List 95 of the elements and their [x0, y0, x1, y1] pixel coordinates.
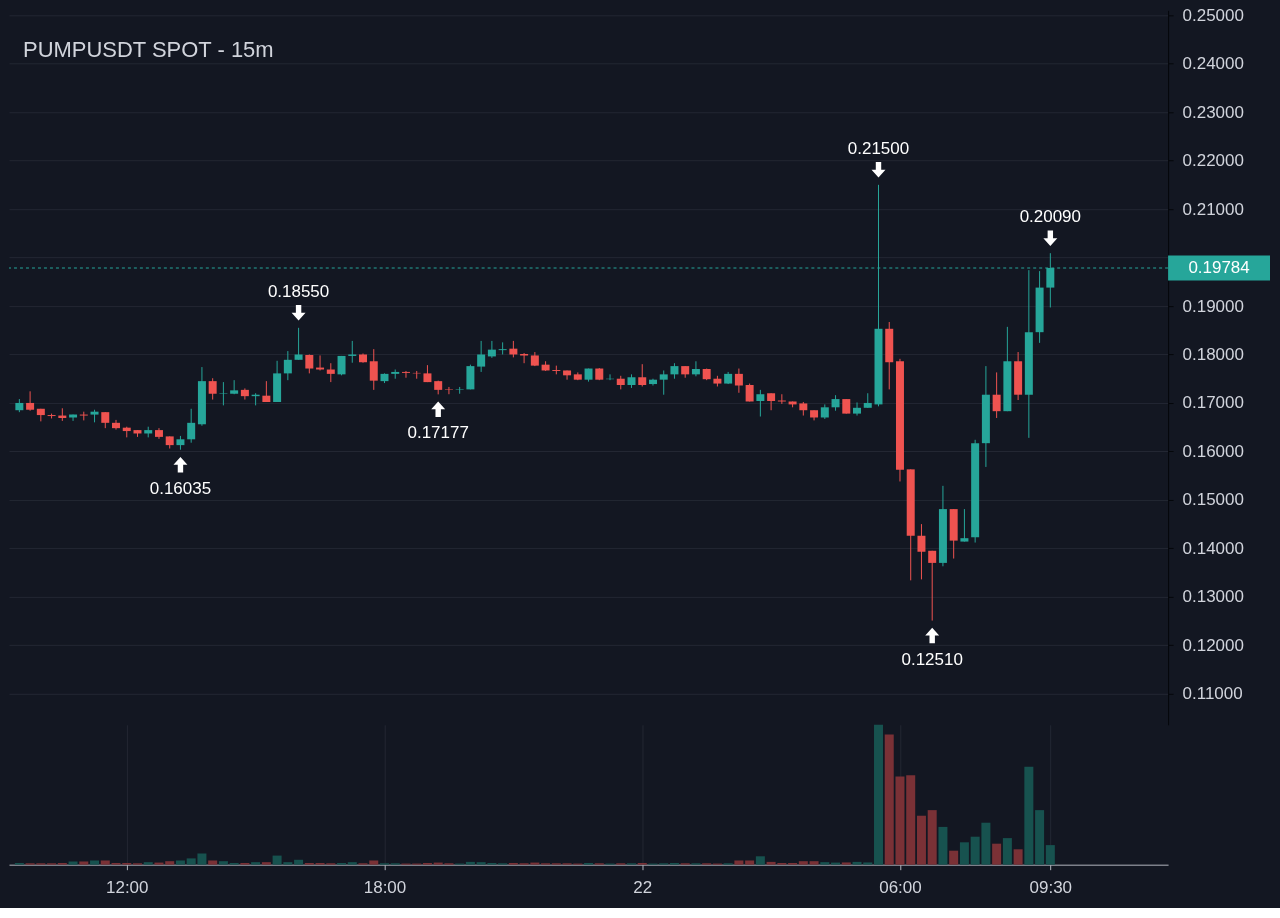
- candlestick: [992, 371, 1001, 419]
- candlestick: [240, 387, 249, 401]
- bar: [874, 724, 883, 865]
- bar: [841, 862, 851, 865]
- candlestick: [401, 370, 410, 379]
- ref-line-label: 0.19784: [1188, 258, 1250, 278]
- candlestick: [294, 327, 303, 361]
- bar: [1024, 766, 1034, 865]
- candlestick: [316, 354, 325, 371]
- y-tick-label: 0.22000: [1182, 151, 1244, 171]
- bar: [820, 862, 830, 865]
- bar: [1035, 810, 1045, 865]
- annotation: 0.21500: [847, 138, 910, 158]
- candlestick: [466, 364, 475, 390]
- bar: [465, 861, 475, 865]
- bar: [916, 815, 926, 865]
- bar: [347, 862, 357, 865]
- candlestick: [734, 368, 743, 394]
- candlestick: [756, 389, 765, 418]
- x-tick-label: 22: [633, 878, 653, 898]
- x-tick-label: 09:30: [1029, 878, 1073, 898]
- bar: [90, 860, 100, 865]
- x-tick-label: 06:00: [879, 878, 922, 898]
- y-tick-label: 0.21000: [1182, 199, 1244, 219]
- bar: [1013, 849, 1023, 865]
- y-tick-label: 0.23000: [1182, 102, 1244, 122]
- annotation: 0.17177: [407, 423, 469, 443]
- bar: [809, 861, 819, 865]
- y-tick-label: 0.19000: [1182, 296, 1244, 316]
- x-tick-label: 12:00: [106, 878, 149, 898]
- candlestick: [767, 392, 776, 411]
- bar: [938, 826, 948, 865]
- y-tick-label: 0.11000: [1182, 684, 1243, 704]
- candlestick: [112, 419, 121, 431]
- candlestick: [563, 369, 572, 381]
- candlestick: [369, 348, 378, 391]
- bar: [261, 862, 271, 865]
- candlestick: [230, 379, 239, 395]
- bar: [208, 860, 218, 865]
- bar: [175, 860, 185, 865]
- candlestick: [326, 362, 335, 383]
- candlestick: [219, 381, 228, 406]
- y-tick-label: 0.15000: [1182, 490, 1244, 510]
- text: PUMPUSDT SPOT - 15m: [22, 37, 274, 63]
- y-tick-label: 0.25000: [1182, 5, 1244, 25]
- bar: [992, 843, 1002, 865]
- y-tick-label: 0.12000: [1182, 635, 1244, 655]
- bar: [831, 862, 841, 865]
- candlestick: [283, 350, 292, 381]
- y-tick-label: 0.18000: [1182, 344, 1244, 364]
- candlestick: [208, 377, 217, 401]
- candlestick: [498, 341, 507, 355]
- candlestick: [444, 386, 453, 395]
- candlestick: [187, 408, 196, 444]
- candlestick: [853, 401, 862, 417]
- x-tick-label: 18:00: [363, 878, 407, 898]
- bar: [143, 862, 153, 865]
- candlestick: [928, 550, 937, 622]
- bar: [79, 861, 89, 865]
- bar: [959, 842, 969, 865]
- y-tick-label: 0.16000: [1182, 441, 1244, 461]
- candlestick: [917, 523, 926, 580]
- bar: [68, 861, 78, 865]
- bar: [1002, 838, 1012, 865]
- annotation: 0.12510: [901, 649, 963, 669]
- bar: [100, 860, 110, 865]
- bar: [906, 775, 916, 865]
- bar: [218, 861, 228, 865]
- candlestick: [348, 340, 357, 364]
- bar: [755, 856, 765, 865]
- bar: [927, 810, 937, 865]
- bar: [949, 850, 959, 865]
- candlestick: [477, 340, 486, 373]
- candlestick: [26, 390, 35, 412]
- y-tick-label: 0.14000: [1182, 538, 1244, 558]
- y-tick-label: 0.17000: [1182, 393, 1244, 413]
- candlestick: [659, 369, 668, 396]
- bar: [1045, 845, 1055, 865]
- annotation: 0.16035: [149, 478, 212, 498]
- annotation: 0.20090: [1019, 207, 1081, 227]
- candlestick: [691, 360, 700, 377]
- y-tick-label: 0.24000: [1182, 54, 1244, 74]
- bar: [798, 861, 808, 865]
- candlestick: [262, 380, 271, 403]
- bar: [745, 860, 755, 865]
- bar: [294, 859, 304, 865]
- bar: [734, 860, 744, 865]
- candlestick: [960, 508, 969, 543]
- candlestick: [305, 353, 314, 374]
- bar: [154, 862, 164, 865]
- bar: [251, 862, 261, 865]
- annotation: 0.18550: [267, 281, 330, 301]
- bar: [165, 861, 175, 865]
- candlestick: [638, 363, 647, 387]
- y-tick-label: 0.13000: [1182, 587, 1244, 607]
